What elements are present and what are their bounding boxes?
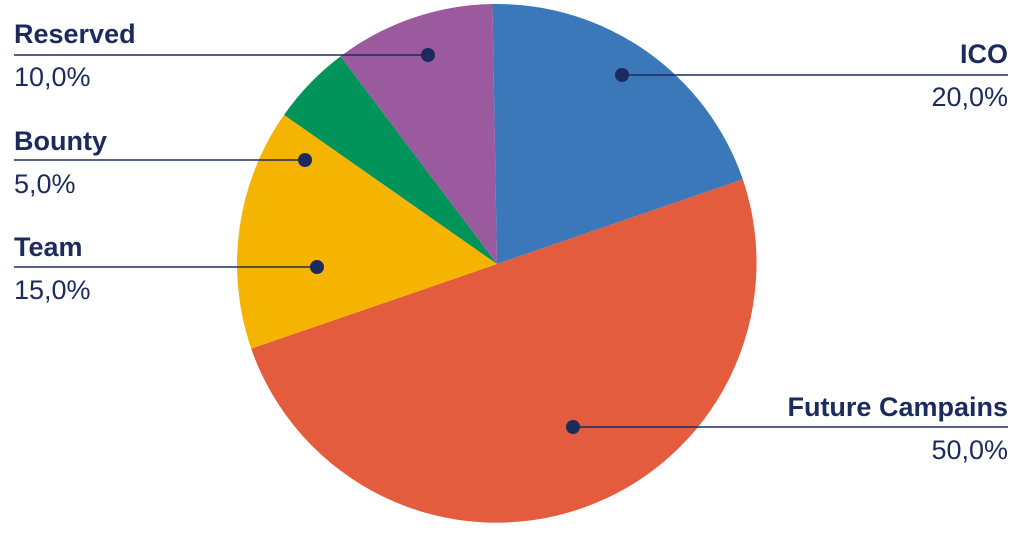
slice-label-bounty: Bounty	[14, 126, 107, 156]
slice-value-bounty: 5,0%	[14, 169, 76, 199]
pie-slice-ico	[492, 4, 743, 264]
leader-dot-team	[310, 260, 324, 274]
legend-team: Team 15,0%	[14, 232, 91, 305]
pie-slices	[237, 4, 757, 523]
legend-ico: ICO 20,0%	[931, 39, 1008, 112]
slice-value-future-campains: 50,0%	[931, 435, 1008, 465]
legend-reserved: Reserved 10,0%	[14, 19, 136, 92]
slice-value-team: 15,0%	[14, 275, 91, 305]
slice-label-team: Team	[14, 232, 83, 262]
slice-value-ico: 20,0%	[931, 82, 1008, 112]
pie-slice-reserved	[340, 4, 497, 264]
legend-bounty: Bounty 5,0%	[14, 126, 107, 199]
slice-value-reserved: 10,0%	[14, 62, 91, 92]
slice-label-future-campains: Future Campains	[787, 392, 1008, 422]
pie-slice-future-campains	[251, 179, 757, 523]
leader-dot-future-campains	[566, 420, 580, 434]
slice-label-reserved: Reserved	[14, 19, 136, 49]
leader-lines	[14, 48, 1008, 434]
pie-slice-bounty	[284, 56, 497, 264]
leader-dot-bounty	[298, 153, 312, 167]
legend-future-campains: Future Campains 50,0%	[787, 392, 1008, 465]
slice-label-ico: ICO	[960, 39, 1008, 69]
leader-dot-ico	[615, 68, 629, 82]
pie-slice-team	[237, 114, 498, 349]
leader-dot-reserved	[421, 48, 435, 62]
